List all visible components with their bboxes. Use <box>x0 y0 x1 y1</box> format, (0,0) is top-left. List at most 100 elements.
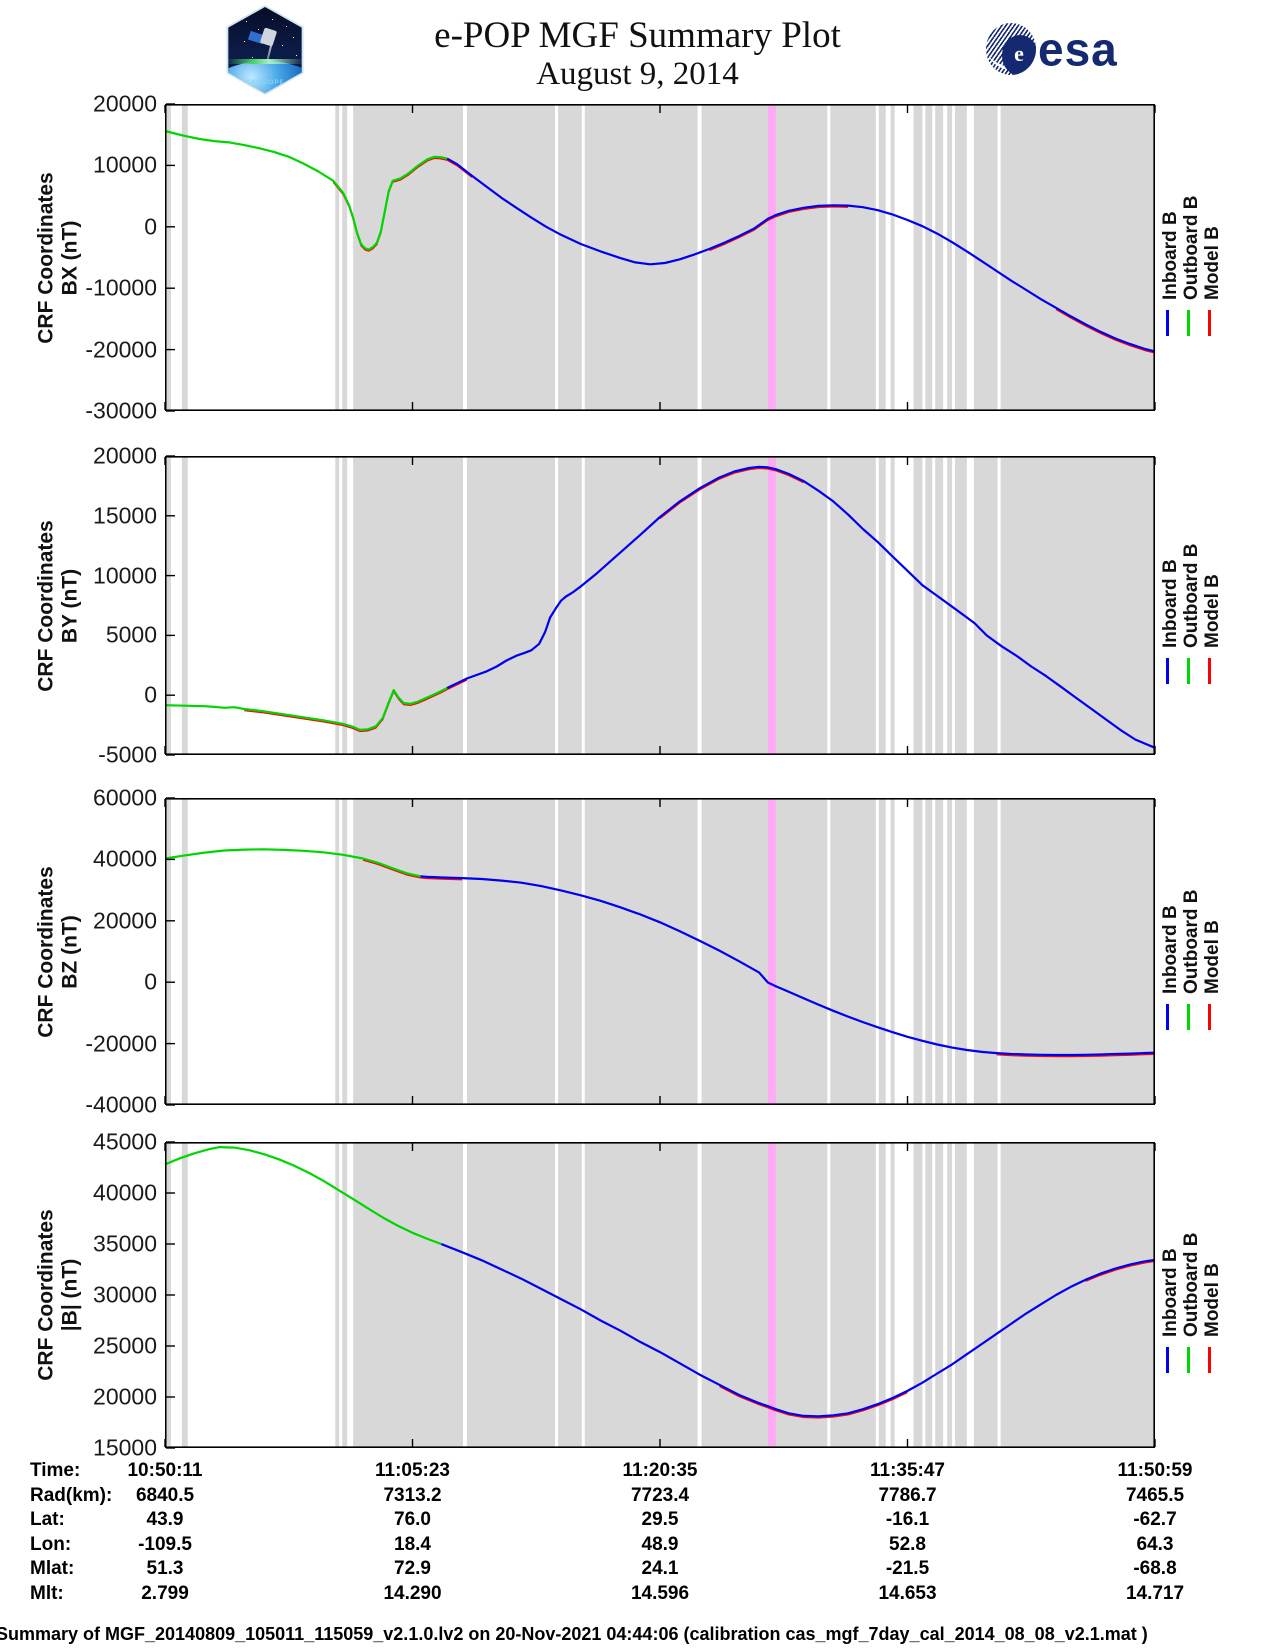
table-cell: -21.5 <box>885 1558 930 1580</box>
data-gap-shading <box>342 1143 348 1447</box>
data-gap-shading <box>935 799 944 1104</box>
table-cell: 11:50:59 <box>1117 1460 1193 1481</box>
table-cell: 7786.7 <box>878 1484 937 1506</box>
data-gap-shading <box>584 1143 698 1447</box>
table-cell: 6840.5 <box>135 1484 195 1506</box>
data-gap-shading <box>701 105 828 410</box>
table-cell: -62.7 <box>1133 1509 1177 1531</box>
panel-by-plot <box>164 455 1156 756</box>
data-gap-shading <box>955 105 967 410</box>
page-title: e-POP MGF Summary Plot <box>434 15 841 56</box>
table-cell: 52.8 <box>889 1533 926 1555</box>
data-gap-shading <box>466 457 556 754</box>
data-gap-shading <box>166 799 171 1104</box>
data-gap-shading <box>925 457 933 754</box>
model-b-line <box>659 467 804 520</box>
table-cell: 14.717 <box>1125 1583 1185 1604</box>
data-gap-shading <box>830 457 876 754</box>
data-gap-shading <box>335 105 340 410</box>
y-tick-label: 20000 <box>93 90 157 117</box>
table-cell: 76.0 <box>394 1509 431 1531</box>
legend-label-inboard-b: Inboard B <box>1160 210 1181 300</box>
inboard-b-line <box>446 465 1156 749</box>
data-gap-shading <box>342 799 348 1104</box>
table-cell: 72.9 <box>394 1558 431 1580</box>
patch-atmosphere-glow <box>228 58 302 64</box>
y-tick-label: -10000 <box>85 274 157 301</box>
y-axis-label: CRF Coordinates BY (nT) <box>34 519 81 692</box>
data-gap-shading <box>466 1143 556 1447</box>
data-gap-shading <box>935 457 944 754</box>
legend-line-sample <box>1208 657 1211 684</box>
data-gap-shading <box>830 105 876 410</box>
table-cell: 14.290 <box>383 1583 442 1604</box>
legend-line-sample <box>1208 309 1211 336</box>
table-cell: 7723.4 <box>630 1484 690 1506</box>
model-b-line <box>996 1053 1156 1058</box>
cassiope-mission-patch-icon: CASSIOPE <box>224 5 306 95</box>
data-gap-shading <box>342 105 348 410</box>
legend-label-model-b: Model B <box>1202 919 1223 994</box>
legend-label-model-b: Model B <box>1202 1263 1223 1337</box>
table-row-label: Mlat: <box>30 1558 75 1580</box>
data-gap-shading <box>335 1143 340 1447</box>
legend-line-sample <box>1166 309 1169 336</box>
data-gap-shading <box>913 457 923 754</box>
data-gap-shading <box>353 799 463 1104</box>
y-tick-label: 25000 <box>93 1332 157 1359</box>
data-gap-shading <box>558 1143 582 1447</box>
panel-bz-plot <box>164 797 1156 1106</box>
y-tick-label: 20000 <box>93 907 157 934</box>
legend-line-sample <box>1208 1003 1211 1030</box>
esa-globe-letter: e <box>1014 40 1024 66</box>
legend-label-model-b: Model B <box>1202 225 1223 300</box>
legend-label-inboard-b: Inboard B <box>1160 1248 1181 1337</box>
y-tick-label: 0 <box>144 968 157 995</box>
table-cell: 48.9 <box>641 1533 679 1555</box>
data-gap-shading <box>166 457 171 754</box>
table-cell: 29.5 <box>641 1509 679 1531</box>
table-row-label: Mlt: <box>30 1583 64 1604</box>
data-gap-shading <box>353 457 463 754</box>
panel-b-plot <box>164 1141 1156 1449</box>
data-gap-shading <box>558 105 582 410</box>
data-gap-shading <box>1000 457 1155 754</box>
data-gap-shading <box>890 457 895 754</box>
esa-logo: e esa <box>986 22 1118 76</box>
data-gap-shading <box>584 799 698 1104</box>
y-tick-label: 60000 <box>93 784 157 811</box>
plot-frame <box>165 798 1156 1105</box>
table-cell: -16.1 <box>885 1509 930 1531</box>
data-gap-shading <box>181 799 188 1104</box>
plot-frame <box>165 1142 1156 1448</box>
y-tick-label: -5000 <box>98 741 157 768</box>
y-axis-label: CRF Coordinates |B| (nT) <box>34 1209 81 1381</box>
y-tick-label: -20000 <box>85 336 157 363</box>
y-tick-label: 40000 <box>93 1179 157 1206</box>
outboard-b-line <box>164 129 448 251</box>
data-gap-shading <box>181 1143 188 1447</box>
model-b-line <box>1055 308 1156 354</box>
data-gap-shading <box>913 1143 923 1447</box>
data-gap-shading <box>947 105 953 410</box>
data-gap-shading <box>973 1143 998 1447</box>
data-gap-shading <box>947 799 953 1104</box>
outboard-b-line <box>164 848 421 878</box>
patch-label: CASSIOPE <box>245 80 285 86</box>
data-gap-shading <box>830 799 876 1104</box>
table-cell: -109.5 <box>138 1533 192 1555</box>
data-gap-shading <box>925 799 933 1104</box>
model-b-line <box>719 1385 908 1419</box>
data-gap-shading <box>973 105 998 410</box>
data-gap-shading <box>1000 799 1155 1104</box>
data-gap-shading <box>925 105 933 410</box>
table-cell: 2.799 <box>141 1583 189 1604</box>
table-cell: 64.3 <box>1136 1533 1174 1555</box>
data-gap-shading <box>335 799 340 1104</box>
panel-bx-plot <box>164 103 1156 412</box>
table-row-label: Rad(km): <box>30 1484 113 1506</box>
data-gap-shading <box>181 457 188 754</box>
data-gap-shading <box>947 1143 953 1447</box>
data-gap-shading <box>584 457 698 754</box>
esa-globe-icon: e <box>986 23 1036 75</box>
